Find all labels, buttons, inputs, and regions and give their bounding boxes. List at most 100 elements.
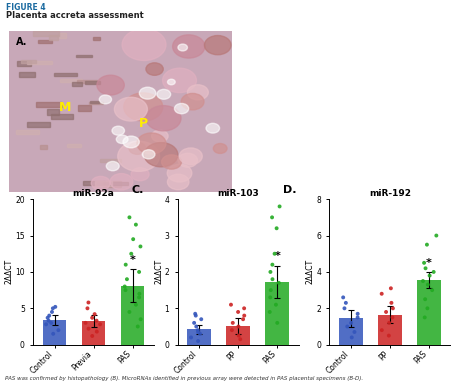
Circle shape	[162, 155, 182, 169]
Point	[433, 232, 440, 239]
Point	[426, 273, 433, 279]
Circle shape	[114, 97, 147, 121]
Point	[82, 320, 89, 326]
Circle shape	[157, 89, 171, 99]
Point	[46, 313, 53, 319]
Bar	[378, 315, 401, 345]
Point	[389, 305, 397, 311]
Bar	[121, 286, 144, 345]
Point	[48, 309, 56, 315]
Circle shape	[110, 173, 133, 190]
Circle shape	[91, 176, 110, 190]
Point	[268, 214, 276, 220]
Circle shape	[204, 36, 231, 55]
Circle shape	[167, 164, 192, 182]
Circle shape	[122, 29, 166, 61]
Circle shape	[139, 87, 156, 99]
Point	[341, 305, 348, 311]
Point	[44, 315, 51, 321]
Point	[136, 291, 143, 297]
Point	[93, 318, 100, 324]
Point	[348, 334, 356, 340]
Point	[194, 338, 202, 344]
Point	[240, 313, 248, 319]
Bar	[91, 101, 99, 103]
Text: PAS was confirmed by histopathology (B). MicroRNAs identified in previous array : PAS was confirmed by histopathology (B).…	[5, 376, 363, 381]
Point	[129, 236, 137, 242]
Bar	[188, 329, 211, 345]
Point	[424, 282, 432, 288]
Bar	[92, 37, 100, 40]
Bar	[40, 146, 47, 149]
Text: *: *	[274, 251, 280, 261]
Point	[422, 265, 429, 271]
Text: FIGURE 4: FIGURE 4	[6, 3, 46, 11]
Point	[91, 311, 99, 317]
Bar	[33, 31, 59, 36]
Point	[378, 327, 385, 333]
Point	[272, 302, 280, 308]
Text: Placenta accreta assessment: Placenta accreta assessment	[6, 11, 144, 20]
Bar	[36, 102, 62, 107]
Text: C.: C.	[132, 185, 144, 195]
Bar	[265, 282, 289, 345]
Text: *: *	[130, 255, 136, 265]
Circle shape	[213, 144, 227, 154]
Bar	[77, 80, 97, 83]
Bar	[227, 326, 250, 345]
Point	[276, 203, 283, 210]
Circle shape	[118, 141, 160, 172]
Bar	[103, 181, 121, 188]
Point	[137, 244, 144, 250]
Point	[85, 300, 92, 306]
Point	[85, 326, 92, 332]
Point	[96, 321, 104, 327]
Circle shape	[167, 79, 175, 85]
Point	[269, 276, 276, 282]
Point	[49, 331, 57, 337]
Point	[83, 305, 91, 311]
Bar	[27, 122, 50, 128]
Point	[135, 294, 143, 300]
Point	[194, 327, 201, 333]
Point	[275, 280, 283, 286]
Point	[132, 302, 140, 308]
Circle shape	[146, 106, 181, 131]
Point	[354, 311, 362, 317]
Point	[89, 333, 96, 339]
Circle shape	[97, 75, 124, 95]
Point	[45, 318, 52, 324]
Point	[122, 262, 129, 268]
Circle shape	[131, 168, 149, 181]
Point	[228, 327, 236, 333]
Point	[342, 300, 350, 306]
Bar	[104, 182, 128, 185]
Point	[388, 300, 395, 306]
Point	[234, 309, 242, 315]
Point	[385, 332, 392, 339]
Point	[126, 214, 133, 220]
Bar	[59, 33, 66, 38]
Point	[196, 331, 204, 337]
Circle shape	[163, 68, 196, 93]
Point	[135, 269, 143, 275]
Point	[239, 316, 247, 322]
Point	[266, 294, 274, 300]
Circle shape	[178, 44, 187, 51]
Point	[240, 305, 248, 311]
Point	[128, 250, 135, 257]
Point	[424, 305, 431, 311]
Bar	[85, 81, 100, 84]
Bar	[82, 321, 105, 345]
Point	[385, 320, 393, 326]
Point	[421, 296, 429, 302]
Point	[229, 320, 237, 326]
Bar	[78, 105, 91, 111]
Text: D.: D.	[283, 185, 297, 195]
Point	[42, 321, 50, 327]
Point	[122, 287, 129, 293]
Point	[266, 309, 273, 315]
Bar	[47, 109, 59, 115]
Circle shape	[124, 93, 163, 121]
Circle shape	[146, 63, 163, 75]
